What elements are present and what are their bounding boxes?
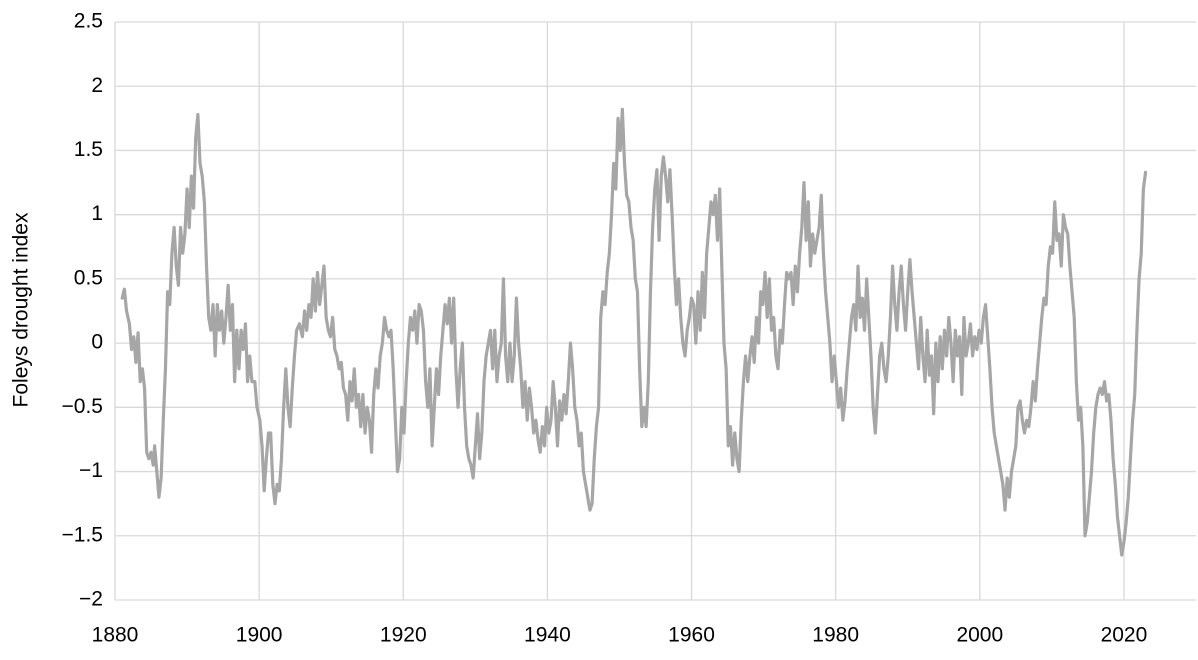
x-tick-label: 1880 [92,624,139,647]
y-tick-label: 2.5 [74,10,103,33]
y-tick-label: 0.5 [74,266,103,289]
x-tick-label: 1920 [380,624,427,647]
x-tick-label: 2000 [956,624,1003,647]
x-tick-label: 2020 [1101,624,1148,647]
y-axis-label: Foleys drought index [10,212,33,407]
data-line [120,107,1148,557]
y-tick-label: 2 [91,74,103,97]
y-tick-label: −1.5 [62,523,103,546]
y-tick-label: 1 [91,202,103,225]
y-tick-label: −1 [79,459,103,482]
y-tick-label: 1.5 [74,138,103,161]
x-tick-label: 1960 [668,624,715,647]
x-tick-label: 1900 [236,624,283,647]
y-tick-label: −0.5 [62,395,103,418]
x-tick-label: 1940 [524,624,571,647]
y-tick-label: −2 [79,588,103,611]
x-tick-label: 1980 [812,624,859,647]
y-tick-label: 0 [91,331,103,354]
